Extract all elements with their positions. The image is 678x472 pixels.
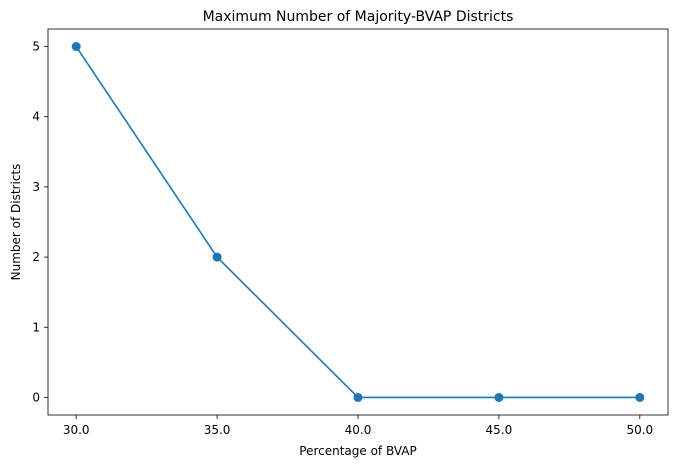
x-tick-label: 35.0 [204, 423, 231, 437]
y-tick-label: 2 [32, 250, 40, 264]
x-axis-ticks: 30.0 35.0 40.0 45.0 50.0 [63, 415, 653, 437]
y-tick-label: 0 [32, 390, 40, 404]
series-line [75, 46, 640, 399]
y-tick-label: 1 [32, 320, 40, 334]
y-tick-label: 5 [32, 40, 40, 54]
data-point [71, 42, 81, 52]
x-tick-label: 50.0 [626, 423, 653, 437]
data-point [635, 392, 645, 402]
y-tick-label: 4 [32, 110, 40, 124]
data-point [353, 392, 363, 402]
y-axis-label: Number of Districts [9, 164, 23, 281]
x-axis-label: Percentage of BVAP [299, 444, 416, 458]
data-point [494, 392, 504, 402]
y-axis-ticks: 0 1 2 3 4 5 [32, 40, 48, 404]
x-tick-label: 45.0 [486, 423, 513, 437]
y-tick-label: 3 [32, 180, 40, 194]
plot-frame [47, 28, 669, 416]
plot-area-border [47, 28, 669, 416]
chart-title: Maximum Number of Majority-BVAP District… [203, 9, 514, 25]
x-tick-label: 30.0 [63, 423, 90, 437]
data-point [212, 252, 222, 262]
series-layer [71, 42, 645, 402]
x-tick-label: 40.0 [345, 423, 372, 437]
